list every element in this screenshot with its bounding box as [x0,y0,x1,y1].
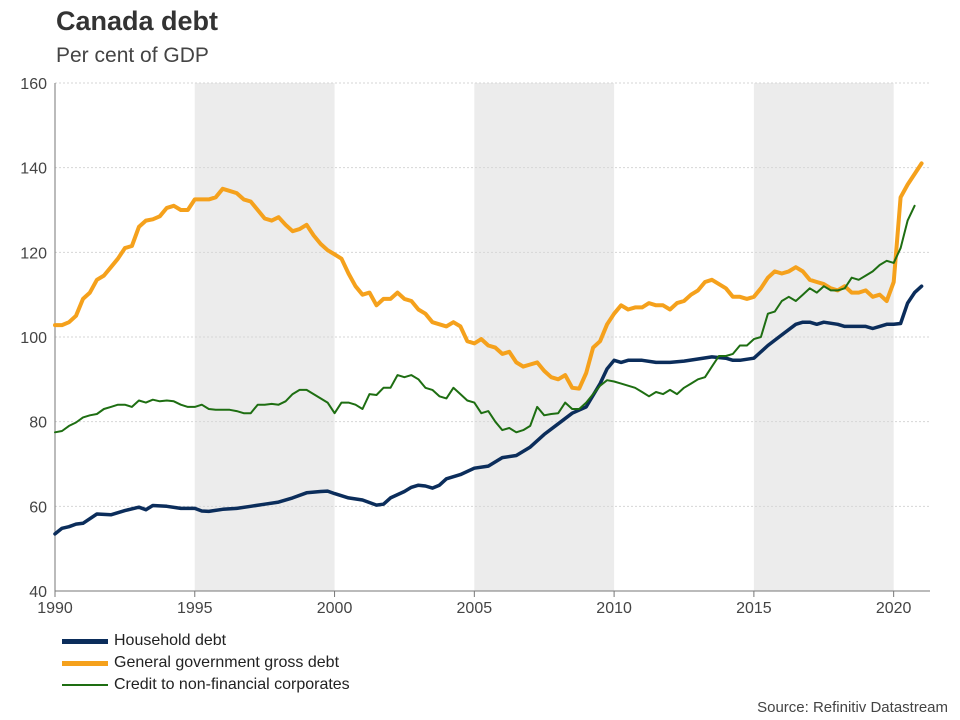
series-lines [53,161,924,536]
y-tick-label-80: 80 [29,415,47,432]
corporate-credit-line [54,204,916,434]
legend-label-household: Household debt [114,632,227,649]
household-debt-line [53,284,924,536]
legend-swatch-government [62,660,108,666]
legend-label-corporates: Credit to non-financial corporates [114,676,350,693]
legend-swatch-corporates [62,684,108,686]
legend-label-government: General government gross debt [114,654,340,671]
line-chart: 40 60 80 100 120 140 160 1990 1995 2000 2005 2010 20… [20,76,930,617]
legend-item-government: General government gross debt [62,652,350,674]
y-tick-label-160: 160 [20,76,47,93]
source-note: Source: Refinitiv Datastream [757,699,948,716]
y-tick-label-120: 120 [20,245,47,262]
legend-swatch-household [62,638,108,644]
legend-item-household: Household debt [62,630,350,652]
x-tick-label-2020: 2020 [876,600,912,617]
chart-title: Canada debt [56,6,219,36]
legend-item-corporates: Credit to non-financial corporates [62,674,350,696]
x-tick-label-2015: 2015 [736,600,772,617]
y-tick-label-60: 60 [29,499,47,516]
chart-subtitle: Per cent of GDP [56,44,209,67]
y-tick-label-100: 100 [20,330,47,347]
gridlines [55,82,930,507]
x-tick-label-1990: 1990 [37,600,73,617]
x-tick-label-1995: 1995 [177,600,213,617]
y-tick-label-140: 140 [20,161,47,178]
y-tick-label-40: 40 [29,584,47,601]
legend: Household debt General government gross … [62,630,350,696]
x-tick-label-2010: 2010 [596,600,632,617]
x-tick-label-2005: 2005 [457,600,493,617]
x-tick-label-2000: 2000 [317,600,353,617]
government-debt-line [53,161,924,391]
axes: 40 60 80 100 120 140 160 1990 1995 2000 2005 2010 20… [20,76,930,617]
